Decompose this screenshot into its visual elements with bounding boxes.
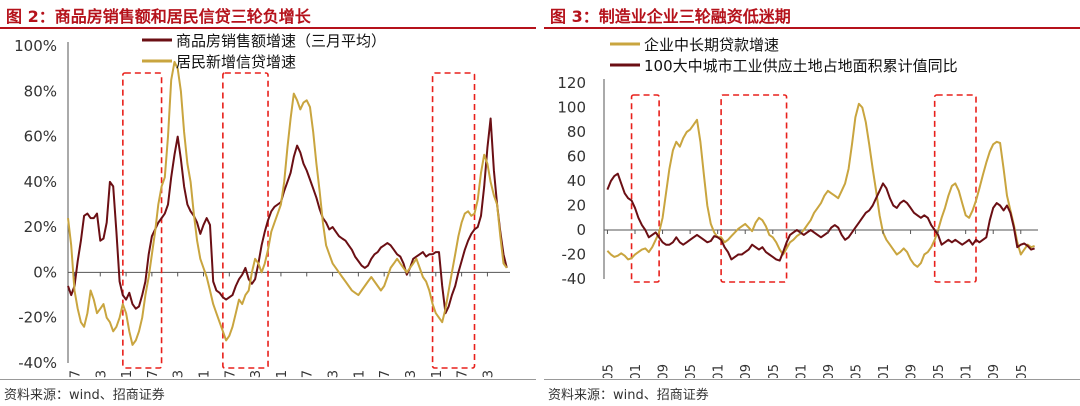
x-tick-label: 2021-05 (1015, 364, 1030, 378)
chart-source: 资料来源：wind、招商证券 (4, 388, 165, 403)
y-tick-label: 60 (567, 148, 586, 166)
line-chart-manufacturing-financing: 120 100 80 60 40 20 0 -20 -40 2011-05 2012-01 2012-… (557, 36, 1038, 378)
x-tick-label: 2012-01 (629, 364, 644, 378)
highlight-period-box (222, 72, 269, 369)
series-line (67, 117, 508, 315)
y-tick-label: 0% (33, 263, 57, 281)
series-line (606, 102, 1035, 268)
chart-source: 资料来源：wind、招商证券 (548, 388, 709, 403)
highlight-period-box (431, 72, 476, 369)
legend-label: 商品房销售额增速（三月平均） (176, 32, 386, 50)
x-tick-label: 2012-09 (657, 364, 672, 378)
x-tick-label: 2014-01 (712, 364, 727, 378)
y-tick-label: 80% (24, 82, 57, 100)
chart-title: 图 3：制造业企业三轮融资低迷期 (550, 7, 791, 26)
x-tick-label: 2017-05 (849, 364, 864, 378)
series-line (67, 60, 508, 346)
x-tick-label: 2015-03 (249, 370, 264, 378)
x-tick-label: 2016-09 (822, 364, 837, 378)
x-tick-label: 2014-07 (223, 370, 238, 378)
divider (0, 379, 536, 380)
legend-label: 居民新增信贷增速 (176, 53, 296, 71)
y-tick-label: -40% (18, 354, 57, 372)
x-tick-label: 2019-05 (932, 364, 947, 378)
x-tick-label: 2011-11 (120, 370, 135, 378)
x-tick-label: 2020-07 (456, 370, 471, 378)
legend-label: 100大中城市工业供应土地占地面积累计值同比 (644, 57, 958, 75)
x-tick-label: 2020-09 (987, 364, 1002, 378)
x-tick-label: 2020-01 (960, 364, 975, 378)
y-tick-label: 100% (14, 37, 57, 55)
x-tick-label: 2013-05 (684, 364, 699, 378)
x-tick-label: 2019-11 (430, 370, 445, 378)
chart-panel-right: 图 3：制造业企业三轮融资低迷期 120 100 80 60 40 20 0 -20 -40 20… (544, 0, 1080, 406)
x-tick-label: 2015-11 (275, 370, 290, 378)
x-tick-label: 2013-11 (198, 370, 213, 378)
y-tick-label: 40 (567, 172, 586, 190)
x-tick-label: 2011-05 (601, 364, 616, 378)
chart-title: 图 2：商品房销售额和居民信贷三轮负增长 (6, 7, 311, 26)
highlight-period-box (933, 94, 977, 283)
x-tick-label: 2017-11 (352, 370, 367, 378)
highlight-period-box (720, 94, 788, 283)
x-tick-label: 2016-01 (794, 364, 809, 378)
y-tick-label: 20% (24, 218, 57, 236)
x-tick-label: 2012-07 (146, 370, 161, 378)
y-tick-label: 100 (557, 99, 586, 117)
y-tick-label: 120 (557, 74, 586, 92)
y-tick-label: 20 (567, 197, 586, 215)
series-line (606, 172, 1035, 262)
x-tick-label: 2015-05 (767, 364, 782, 378)
divider (544, 379, 1080, 380)
y-tick-label: -20 (562, 246, 587, 264)
y-tick-label: 80 (567, 123, 586, 141)
legend-label: 企业中长期贷款增速 (644, 36, 779, 54)
x-tick-label: 2018-01 (877, 364, 892, 378)
chart-title-bar: 图 2：商品房销售额和居民信贷三轮负增长 (0, 0, 536, 29)
x-tick-label: 2016-07 (301, 370, 316, 378)
highlight-period-box (630, 94, 660, 283)
y-tick-label: 0 (576, 221, 586, 239)
y-tick-label: -40 (562, 270, 587, 288)
chart-panel-left: 图 2：商品房销售额和居民信贷三轮负增长 100% 80% 60% 40% 20% 0% -… (0, 0, 536, 406)
x-tick-label: 2017-03 (327, 370, 342, 378)
x-tick-label: 2014-09 (739, 364, 754, 378)
x-tick-label: 2018-09 (905, 364, 920, 378)
x-tick-label: 2021-03 (481, 370, 496, 378)
x-tick-label: 2013-03 (172, 370, 187, 378)
x-tick-label: 2018-07 (378, 370, 393, 378)
y-tick-label: 60% (24, 128, 57, 146)
x-tick-label: 2019-03 (404, 370, 419, 378)
highlight-period-box (122, 72, 163, 369)
x-tick-label: 2011-03 (94, 370, 109, 378)
y-tick-label: -20% (18, 309, 57, 327)
y-tick-label: 40% (24, 173, 57, 191)
chart-title-bar: 图 3：制造业企业三轮融资低迷期 (544, 0, 1080, 29)
